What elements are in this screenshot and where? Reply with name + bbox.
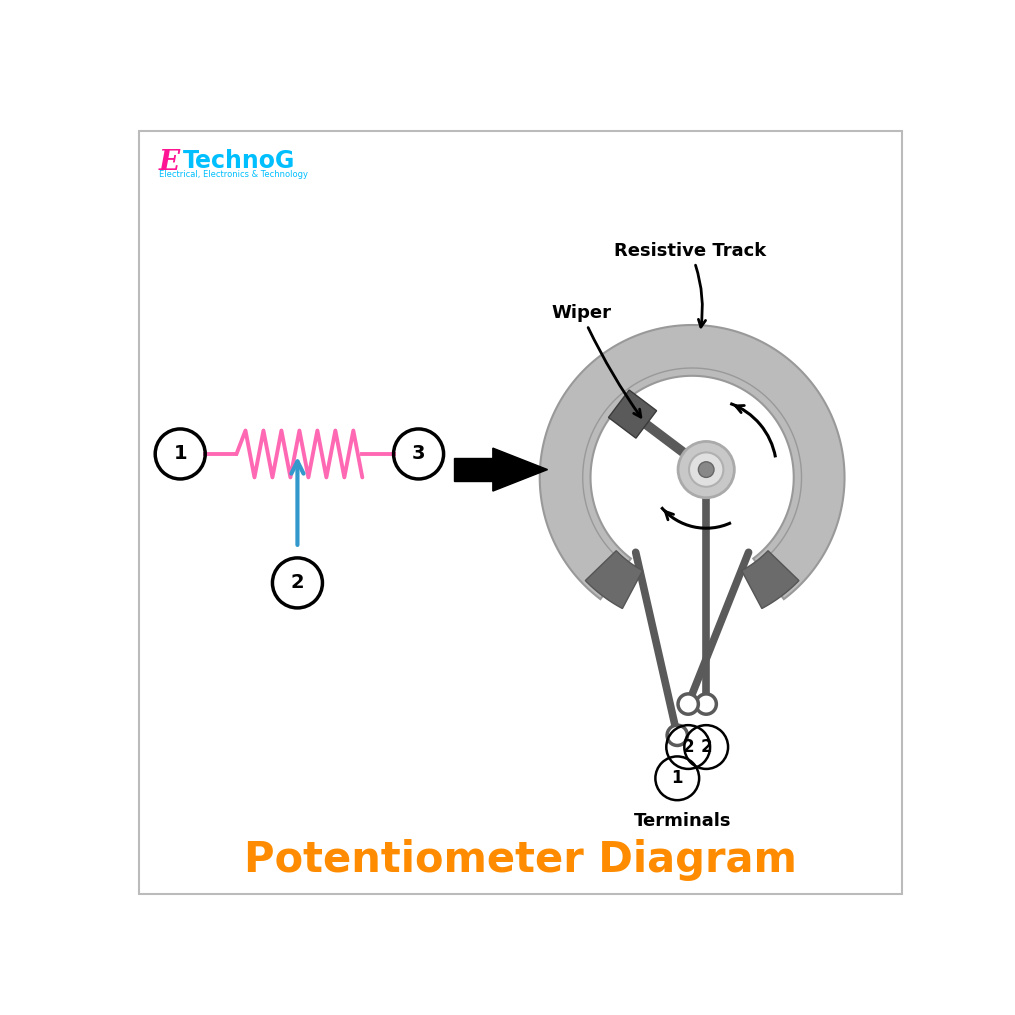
Polygon shape — [493, 448, 547, 491]
Text: TechnoG: TechnoG — [183, 149, 295, 174]
Text: 2: 2 — [290, 573, 304, 593]
Circle shape — [667, 725, 687, 745]
Circle shape — [678, 694, 698, 715]
Circle shape — [689, 453, 724, 487]
Text: Electrical, Electronics & Technology: Electrical, Electronics & Technology — [159, 171, 309, 180]
Text: Terminals: Terminals — [634, 812, 732, 830]
Text: 1: 1 — [174, 445, 187, 464]
Text: Potentiometer Diagram: Potentiometer Diagram — [244, 839, 797, 881]
Polygon shape — [586, 551, 642, 609]
Circle shape — [696, 694, 717, 715]
Polygon shape — [608, 390, 657, 438]
Polygon shape — [742, 551, 799, 609]
FancyBboxPatch shape — [139, 131, 901, 894]
Text: E: E — [159, 149, 181, 177]
Text: Wiper: Wiper — [551, 304, 640, 417]
Circle shape — [678, 442, 734, 497]
Text: 2: 2 — [700, 738, 712, 756]
Polygon shape — [454, 458, 493, 481]
Circle shape — [698, 462, 714, 477]
Text: 3: 3 — [412, 445, 425, 464]
Polygon shape — [540, 325, 844, 599]
Text: 2: 2 — [682, 738, 694, 756]
Text: 1: 1 — [672, 769, 683, 788]
Text: Resistive Track: Resistive Track — [614, 242, 766, 327]
